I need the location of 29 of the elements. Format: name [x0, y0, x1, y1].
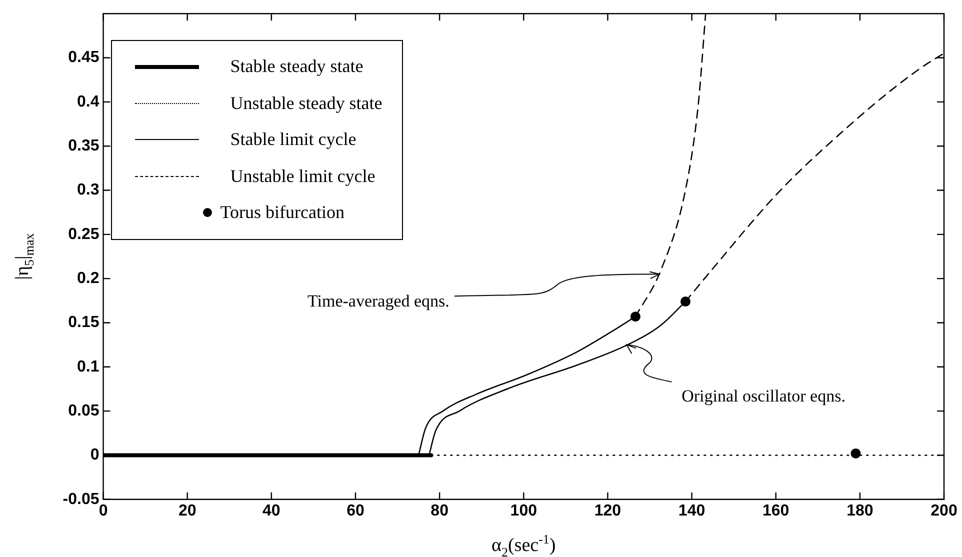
y-tick-label: 0.15 [68, 314, 100, 332]
legend-label: Torus bifurcation [220, 202, 344, 224]
x-tick-label: 120 [594, 502, 622, 520]
annotation: Original oscillator eqns. [682, 386, 846, 406]
legend-label: Stable limit cycle [230, 129, 356, 150]
y-tick-label: 0.1 [77, 358, 100, 376]
y-tick-label: 0.05 [68, 402, 100, 420]
x-tick-label: 160 [762, 502, 790, 520]
x-tick-label: 200 [930, 502, 958, 520]
y-tick-label: 0.25 [68, 226, 100, 243]
x-tick-label: 40 [262, 502, 280, 520]
annotation: Time-averaged eqns. [307, 292, 450, 311]
x-tick-label: 60 [346, 502, 364, 520]
x-tick-label: 140 [678, 502, 706, 520]
y-tick-label: 0.2 [77, 270, 100, 287]
legend-label: Stable steady state [230, 56, 364, 78]
y-tick-label: 0.45 [68, 49, 100, 66]
y-axis-title: |η5|max [12, 232, 37, 280]
y-tick-label: 0 [90, 446, 100, 464]
x-tick-label: 100 [510, 502, 538, 520]
legend-label: Unstable limit cycle [230, 166, 376, 187]
x-tick-label: 20 [178, 502, 196, 520]
y-tick-label: 0.35 [68, 137, 100, 154]
y-tick-label: 0.4 [77, 93, 100, 110]
x-tick-label: 180 [846, 502, 874, 520]
y-tick-label: -0.05 [62, 490, 100, 508]
y-tick-label: 0.3 [77, 182, 100, 199]
x-tick-label: 80 [430, 502, 449, 520]
legend-label: Unstable steady state [230, 92, 382, 114]
